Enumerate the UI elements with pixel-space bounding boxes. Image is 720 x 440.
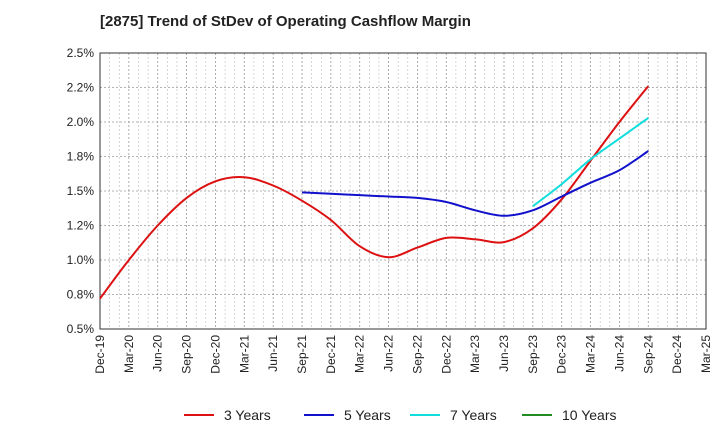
legend-label-10-years: 10 Years xyxy=(562,407,617,423)
grid xyxy=(100,53,706,329)
x-tick-label: Mar-25 xyxy=(699,335,713,373)
series-lines xyxy=(99,85,650,300)
x-tick-label: Sep-24 xyxy=(641,335,655,374)
x-tick-label: Mar-22 xyxy=(353,335,367,373)
x-tick-label: Dec-19 xyxy=(93,335,107,374)
y-axis-ticks: 0.5% 0.8% 1.0% 1.2% 1.5% 1.8% 2.0% 2.2% 2.5% xyxy=(67,46,95,336)
x-tick-label: Jun-23 xyxy=(497,335,511,372)
y-tick-label: 2.2% xyxy=(67,81,95,95)
legend: 3 Years 5 Years 7 Years 10 Years xyxy=(184,407,617,423)
x-tick-label: Dec-22 xyxy=(439,335,453,374)
series-line-3-years xyxy=(99,85,650,300)
y-tick-label: 1.8% xyxy=(67,150,95,164)
x-tick-label: Sep-20 xyxy=(180,335,194,374)
x-tick-label: Dec-21 xyxy=(324,335,338,374)
legend-label-5-years: 5 Years xyxy=(344,407,391,423)
x-tick-label: Jun-20 xyxy=(151,335,165,372)
x-tick-label: Jun-22 xyxy=(382,335,396,372)
y-tick-label: 1.2% xyxy=(67,219,95,233)
x-tick-label: Mar-23 xyxy=(468,335,482,373)
x-tick-label: Dec-20 xyxy=(208,335,222,374)
x-tick-label: Sep-22 xyxy=(410,335,424,374)
x-tick-label: Sep-21 xyxy=(295,335,309,374)
y-tick-label: 2.0% xyxy=(67,115,95,129)
x-tick-label: Mar-21 xyxy=(237,335,251,373)
y-tick-label: 0.5% xyxy=(67,322,95,336)
x-tick-label: Mar-24 xyxy=(584,335,598,373)
x-tick-label: Jun-24 xyxy=(612,335,626,372)
y-tick-label: 1.0% xyxy=(67,253,95,267)
y-tick-label: 2.5% xyxy=(67,46,95,60)
plot-frame xyxy=(99,52,707,330)
x-tick-label: Mar-20 xyxy=(122,335,136,373)
x-tick-label: Sep-23 xyxy=(526,335,540,374)
x-tick-label: Dec-24 xyxy=(670,335,684,374)
y-tick-label: 1.5% xyxy=(67,184,95,198)
legend-label-3-years: 3 Years xyxy=(224,407,271,423)
series-line-7-years xyxy=(532,117,649,207)
y-tick-label: 0.8% xyxy=(67,288,95,302)
x-axis-ticks: Dec-19 Mar-20 Jun-20 Sep-20 Dec-20 Mar-21 Jun-… xyxy=(93,335,713,374)
chart-title: [2875] Trend of StDev of Operating Cashf… xyxy=(100,13,471,30)
x-tick-label: Jun-21 xyxy=(266,335,280,372)
legend-label-7-years: 7 Years xyxy=(450,407,497,423)
x-tick-label: Dec-23 xyxy=(555,335,569,374)
series-line-5-years xyxy=(301,150,649,217)
